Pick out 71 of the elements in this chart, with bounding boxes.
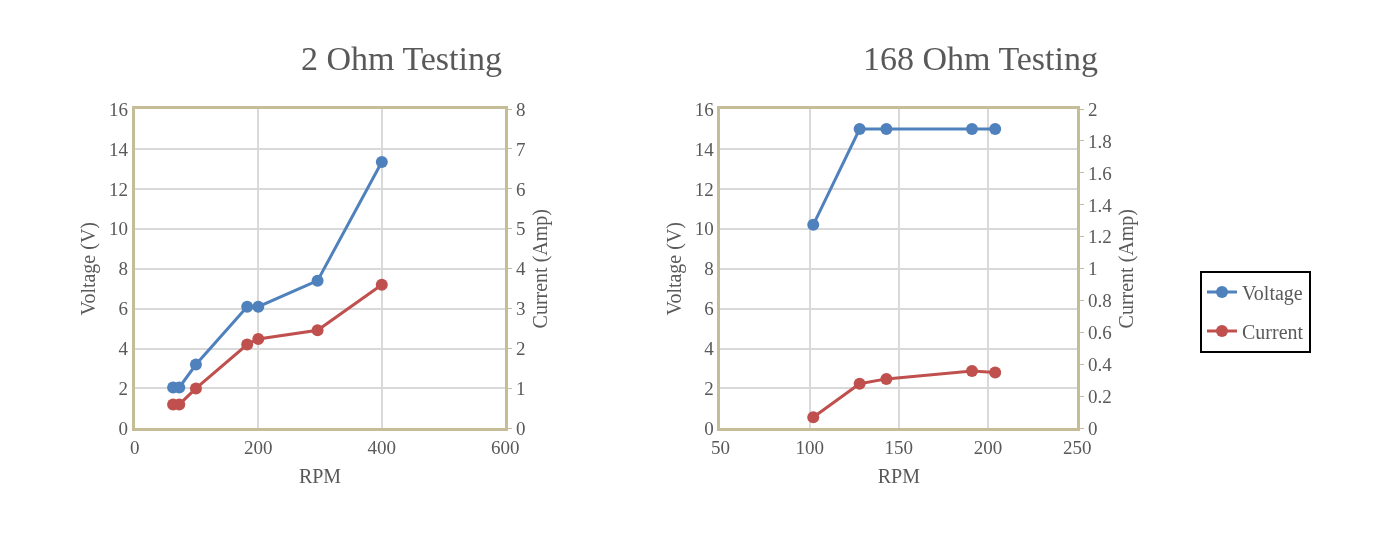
y2-tick-label: 7 — [516, 138, 526, 160]
y-tick-label: 16 — [109, 98, 128, 120]
point — [252, 332, 265, 345]
y-tick-label: 8 — [118, 258, 128, 280]
x-tick-label: 100 — [795, 437, 824, 459]
y2-axis-title: Current (Amp) — [1114, 209, 1138, 329]
y-tick-label: 0 — [118, 418, 128, 440]
y-tick-label: 16 — [694, 98, 714, 120]
point — [189, 358, 202, 371]
y-tick-label: 2 — [704, 378, 714, 400]
y2-tick-label: 1 — [1088, 258, 1098, 280]
y-tick-label: 6 — [118, 298, 128, 320]
y2-tick-label: 1.8 — [1088, 130, 1112, 152]
x-tick-label: 400 — [367, 437, 397, 459]
legend-label: Current — [1241, 320, 1304, 343]
x-tick-label: 150 — [884, 437, 914, 459]
y2-tick-label: 4 — [516, 258, 527, 280]
y-tick-label: 0 — [704, 418, 714, 440]
chart-title: 168 Ohm Testing — [863, 40, 1098, 77]
y2-tick-label: 1.2 — [1088, 226, 1112, 248]
y2-tick-label: 0 — [516, 418, 526, 440]
y-tick-label: 4 — [118, 338, 129, 360]
y-axis-title: Voltage (V) — [77, 221, 101, 316]
x-tick-label: 600 — [491, 437, 520, 459]
point — [252, 300, 265, 313]
y2-tick-label: 0.2 — [1088, 386, 1112, 408]
y2-tick-label: 8 — [516, 98, 526, 120]
point — [965, 364, 978, 377]
x-tick-label: 200 — [973, 437, 1003, 459]
y2-tick-label: 0 — [1088, 418, 1098, 440]
y-tick-label: 14 — [694, 138, 715, 160]
y2-tick-label: 3 — [516, 298, 526, 320]
y2-tick-label: 0.4 — [1088, 354, 1113, 376]
point — [241, 300, 254, 313]
y2-tick-label: 2 — [516, 338, 526, 360]
y-tick-label: 10 — [694, 218, 714, 240]
x-axis-title: RPM — [877, 464, 921, 487]
point — [989, 366, 1002, 379]
y-tick-label: 14 — [109, 138, 129, 160]
chart-title: 2 Ohm Testing — [301, 40, 502, 77]
point — [241, 338, 254, 351]
legend-label: Voltage — [1241, 281, 1303, 305]
y2-tick-label: 0.6 — [1088, 322, 1112, 344]
y-tick-label: 8 — [704, 258, 714, 280]
x-tick-label: 50 — [711, 437, 730, 459]
y2-tick-label: 2 — [1088, 98, 1098, 120]
y2-axis-title: Current (Amp) — [528, 209, 552, 329]
point — [807, 411, 820, 424]
point — [189, 382, 202, 395]
point — [880, 372, 893, 385]
point — [311, 324, 324, 337]
point — [375, 278, 388, 291]
x-tick-label: 200 — [244, 437, 273, 459]
point — [853, 377, 866, 390]
y-tick-label: 4 — [704, 338, 715, 360]
point — [311, 274, 324, 287]
y2-tick-label: 1.6 — [1088, 162, 1112, 184]
y2-tick-label: 1.4 — [1088, 194, 1113, 216]
y-tick-label: 2 — [118, 378, 128, 400]
y2-tick-label: 6 — [516, 178, 526, 200]
y2-tick-label: 0.8 — [1088, 290, 1112, 312]
y2-tick-label: 1 — [516, 378, 526, 400]
x-axis-title: RPM — [298, 464, 342, 487]
x-tick-label: 250 — [1062, 437, 1092, 459]
y-tick-label: 12 — [694, 178, 714, 200]
point — [375, 155, 388, 168]
y-axis-title: Voltage (V) — [663, 221, 687, 316]
y2-tick-label: 5 — [516, 218, 526, 240]
y-tick-label: 6 — [704, 298, 714, 320]
y-tick-label: 10 — [109, 218, 128, 240]
y-tick-label: 12 — [109, 178, 128, 200]
